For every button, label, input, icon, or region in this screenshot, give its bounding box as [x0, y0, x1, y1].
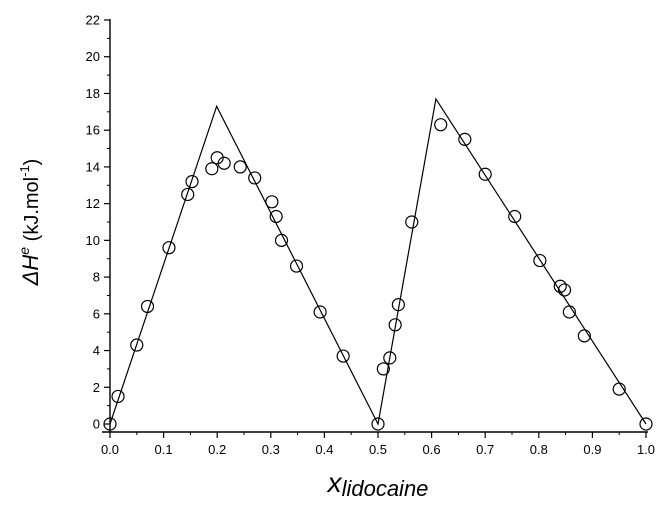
y-axis-title-unit-sup: -1: [17, 165, 32, 177]
y-tick-label: 2: [93, 380, 100, 395]
x-axis-title-sub: lidocaine: [342, 476, 429, 501]
y-axis-ticks: 0 2 4 6 8 10 12 14 16 18 20 22: [86, 13, 110, 432]
y-axis-title-sup: e: [16, 247, 32, 255]
y-axis-title-main: ΔH: [18, 255, 43, 287]
data-point: [140, 299, 155, 314]
data-point: [248, 171, 262, 185]
data-point: [185, 175, 199, 189]
data-point: [313, 305, 327, 319]
y-tick-label: 14: [86, 159, 100, 174]
x-tick-label: 0.4: [315, 442, 333, 457]
data-point: [265, 195, 279, 209]
y-tick-label: 4: [93, 343, 100, 358]
data-point: [162, 241, 176, 255]
data-point: [111, 389, 125, 404]
y-axis-title: ΔHe (kJ.mol-1): [16, 159, 43, 287]
x-tick-label: 0.0: [101, 442, 119, 457]
y-tick-label: 16: [86, 123, 100, 138]
data-point: [289, 259, 304, 273]
axes: [102, 19, 648, 433]
data-point: [205, 162, 219, 176]
data-point: [130, 338, 144, 352]
data-point: [612, 382, 626, 396]
x-tick-label: 0.9: [583, 442, 601, 457]
y-tick-label: 18: [86, 86, 100, 101]
y-tick-label: 0: [93, 417, 100, 432]
data-point: [639, 417, 653, 431]
x-tick-label: 0.3: [262, 442, 280, 457]
data-point: [562, 305, 576, 319]
x-tick-label: 0.5: [369, 442, 387, 457]
y-tick-label: 6: [93, 306, 100, 321]
x-tick-label: 0.8: [530, 442, 548, 457]
data-point: [233, 160, 247, 174]
fit-line: [109, 97, 647, 426]
data-point: [181, 187, 195, 202]
y-tick-label: 20: [86, 49, 100, 64]
y-tick-label: 22: [86, 13, 100, 28]
x-tick-label: 1.0: [637, 442, 655, 457]
y-tick-label: 10: [86, 233, 100, 248]
data-point: [478, 167, 492, 181]
y-tick-label: 8: [93, 270, 100, 285]
data-point: [405, 215, 419, 229]
data-point: [553, 279, 567, 293]
y-axis-title-unit-close: ): [21, 159, 43, 166]
y-axis-title-unit: (kJ.mol: [21, 177, 43, 247]
data-point: [388, 318, 402, 332]
data-point: [533, 253, 547, 268]
data-point: [383, 351, 397, 365]
data-point: [269, 209, 283, 224]
x-tick-label: 0.6: [423, 442, 441, 457]
x-axis-title: xlidocaine: [326, 467, 429, 501]
data-point: [391, 298, 405, 312]
data-point: [274, 233, 289, 247]
x-tick-label: 0.1: [155, 442, 173, 457]
y-tick-label: 12: [86, 196, 100, 211]
x-axis-title-base: x: [326, 467, 343, 498]
data-point: [371, 417, 385, 431]
x-axis-ticks: 0.0 0.1 0.2 0.3 0.4 0.5 0.6 0.7 0.8 0.9 1.0: [101, 432, 655, 457]
data-point: [458, 132, 472, 146]
data-point: [508, 209, 522, 224]
data-point: [217, 156, 231, 170]
data-point: [336, 349, 350, 363]
data-point: [577, 329, 591, 343]
x-tick-label: 0.2: [208, 442, 226, 457]
data-point: [434, 118, 448, 132]
x-tick-label: 0.7: [476, 442, 494, 457]
data-point: [557, 283, 572, 297]
data-point: [376, 362, 390, 376]
